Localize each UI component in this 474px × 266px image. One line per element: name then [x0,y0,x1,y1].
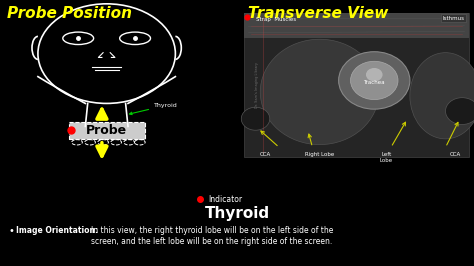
Text: •: • [8,226,14,236]
Text: Left
Lobe: Left Lobe [380,152,392,163]
Ellipse shape [260,39,379,145]
Text: Trachea: Trachea [364,80,385,85]
Bar [244,13,469,38]
Circle shape [350,61,398,99]
Text: In this view, the right thyroid lobe will be on the left side of the
screen, and: In this view, the right thyroid lobe wil… [91,226,333,246]
Text: Probe: Probe [86,124,127,137]
Circle shape [366,68,383,81]
Text: Isthmus: Isthmus [443,16,465,21]
Text: Dr. Sam's Imaging Library: Dr. Sam's Imaging Library [255,62,259,108]
Text: CCA: CCA [259,152,271,157]
Ellipse shape [410,53,474,139]
Circle shape [241,107,270,130]
Text: Right Lobe: Right Lobe [305,152,334,157]
Bar [69,122,145,139]
Text: Image Orientation:: Image Orientation: [16,226,98,235]
Text: Probe Position: Probe Position [7,6,132,21]
Text: Strap  Muscles: Strap Muscles [255,17,296,22]
Bar [244,13,469,157]
Text: Indicator: Indicator [208,195,242,204]
Text: Thyroid: Thyroid [204,206,270,221]
Text: Transverse View: Transverse View [248,6,389,21]
Circle shape [446,98,474,124]
Circle shape [338,52,410,109]
Text: Thyroid: Thyroid [129,103,178,115]
Text: CCA: CCA [449,152,461,157]
